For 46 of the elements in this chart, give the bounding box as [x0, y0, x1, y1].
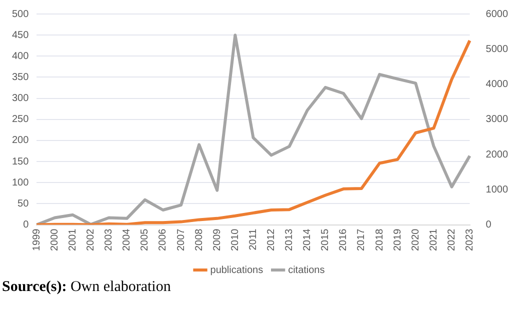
x-tick-label: 2019: [392, 228, 404, 252]
x-tick-label: 2007: [176, 228, 187, 252]
y-tick-label: 450: [12, 30, 30, 41]
x-tick-label: 2015: [320, 228, 332, 252]
x-tick-label: 2014: [302, 228, 314, 252]
x-tick-label: 2004: [122, 228, 133, 252]
x-tick-label: 2010: [230, 228, 241, 252]
x-tick-label: 2020: [410, 228, 422, 252]
x-tick-label: 2012: [266, 228, 278, 252]
source-note: Source(s): Own elaboration: [2, 279, 172, 296]
y2-tick-label: 1000: [486, 184, 508, 196]
x-tick-label: 2013: [284, 228, 296, 252]
y-tick-label: 150: [12, 156, 30, 168]
x-tick-label: 2002: [86, 228, 97, 252]
x-tick-label: 2022: [446, 228, 458, 252]
y2-tick-label: 2000: [486, 149, 508, 160]
x-tick-label: 2016: [338, 228, 350, 252]
x-tick-label: 2000: [49, 228, 60, 252]
y-tick-label: 250: [12, 114, 30, 126]
x-tick-label: 2021: [428, 228, 440, 252]
y2-tick-label: 3000: [486, 114, 508, 126]
x-tick-label: 2018: [374, 228, 386, 252]
x-tick-label: 2017: [356, 228, 368, 252]
x-tick-label: 2011: [248, 228, 259, 250]
legend-label: citations: [288, 264, 325, 276]
y-tick-label: 200: [12, 135, 30, 146]
y-tick-label: 500: [12, 8, 30, 20]
y2-tick-label: 0: [486, 220, 492, 231]
x-tick-label: 2008: [194, 228, 205, 252]
y2-tick-label: 6000: [486, 8, 508, 20]
x-tick-label: 2005: [140, 228, 151, 252]
y-tick-label: 300: [12, 93, 30, 104]
y-tick-label: 100: [12, 177, 30, 188]
y-tick-label: 350: [12, 72, 30, 83]
x-tick-label: 1999: [31, 228, 42, 252]
y2-tick-label: 5000: [486, 44, 508, 55]
x-tick-label: 2006: [158, 228, 169, 252]
x-tick-label: 2009: [212, 228, 223, 252]
y-tick-label: 50: [18, 198, 30, 210]
x-tick-label: 2023: [464, 228, 476, 252]
x-tick-label: 2003: [104, 228, 115, 252]
y2-tick-label: 4000: [486, 79, 508, 90]
y-tick-label: 400: [12, 50, 30, 62]
x-tick-label: 2001: [68, 228, 79, 252]
legend-label: publications: [210, 264, 264, 276]
y-tick-label: 0: [23, 220, 30, 231]
